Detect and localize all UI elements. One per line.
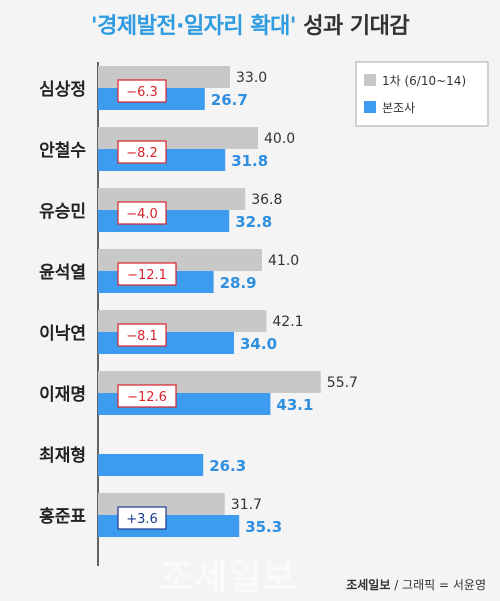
change-label: −4.0 [126,207,158,222]
value-label-first-survey: 55.7 [327,375,358,391]
change-badge [117,323,167,347]
value-label-main-survey: 28.9 [220,274,257,292]
value-label-main-survey: 35.3 [245,518,282,536]
category-label: 윤석열 [39,263,86,283]
value-label-main-survey: 26.3 [209,457,246,475]
value-label-main-survey: 32.8 [235,213,272,231]
legend-box [355,61,489,127]
value-label-first-survey: 33.0 [236,70,267,86]
value-label-main-survey: 43.1 [276,396,313,414]
value-label-first-survey: 42.1 [272,314,303,330]
change-badge [117,201,167,225]
footer-credit: / 그래픽 = 서윤영 [394,578,486,592]
value-label-first-survey: 40.0 [264,131,295,147]
change-label: −12.6 [127,390,167,405]
change-badge [117,384,177,408]
category-label: 안철수 [39,141,86,161]
change-label: −8.2 [126,146,158,161]
category-label: 이재명 [39,385,86,405]
title-rest: 성과 기대감 [303,14,410,39]
footer-brand: 조세일보 [346,578,391,592]
legend: 1차 (6/10~14) 본조사 [355,61,489,127]
change-label: −8.1 [126,329,158,344]
value-label-first-survey: 41.0 [268,253,299,269]
change-badge [117,506,167,530]
bar-main-survey [98,454,204,476]
change-badge [117,140,167,164]
category-label: 이낙연 [39,324,86,344]
category-label: 심상정 [39,80,86,100]
legend-swatch-first [364,74,376,86]
change-label: +3.6 [126,512,158,527]
value-label-main-survey: 31.8 [231,152,268,170]
category-label: 홍준표 [39,506,86,527]
title-highlight: '경제발전·일자리 확대' [90,14,297,39]
value-label-main-survey: 34.0 [240,335,277,353]
legend-label-main: 본조사 [382,101,415,115]
legend-label-first: 1차 (6/10~14) [382,74,466,88]
change-badge [117,79,167,103]
legend-swatch-main [364,101,376,113]
change-label: −12.1 [127,268,167,283]
change-badge [117,262,177,286]
value-label-first-survey: 36.8 [251,192,282,208]
chart-title: '경제발전·일자리 확대' 성과 기대감 [0,8,500,40]
value-label-main-survey: 26.7 [211,91,248,109]
footer: 조세일보 / 그래픽 = 서윤영 [346,576,486,593]
category-label: 최재형 [39,445,86,466]
category-label: 유승민 [39,202,86,222]
change-label: −6.3 [126,85,158,100]
value-label-first-survey: 31.7 [231,497,262,513]
